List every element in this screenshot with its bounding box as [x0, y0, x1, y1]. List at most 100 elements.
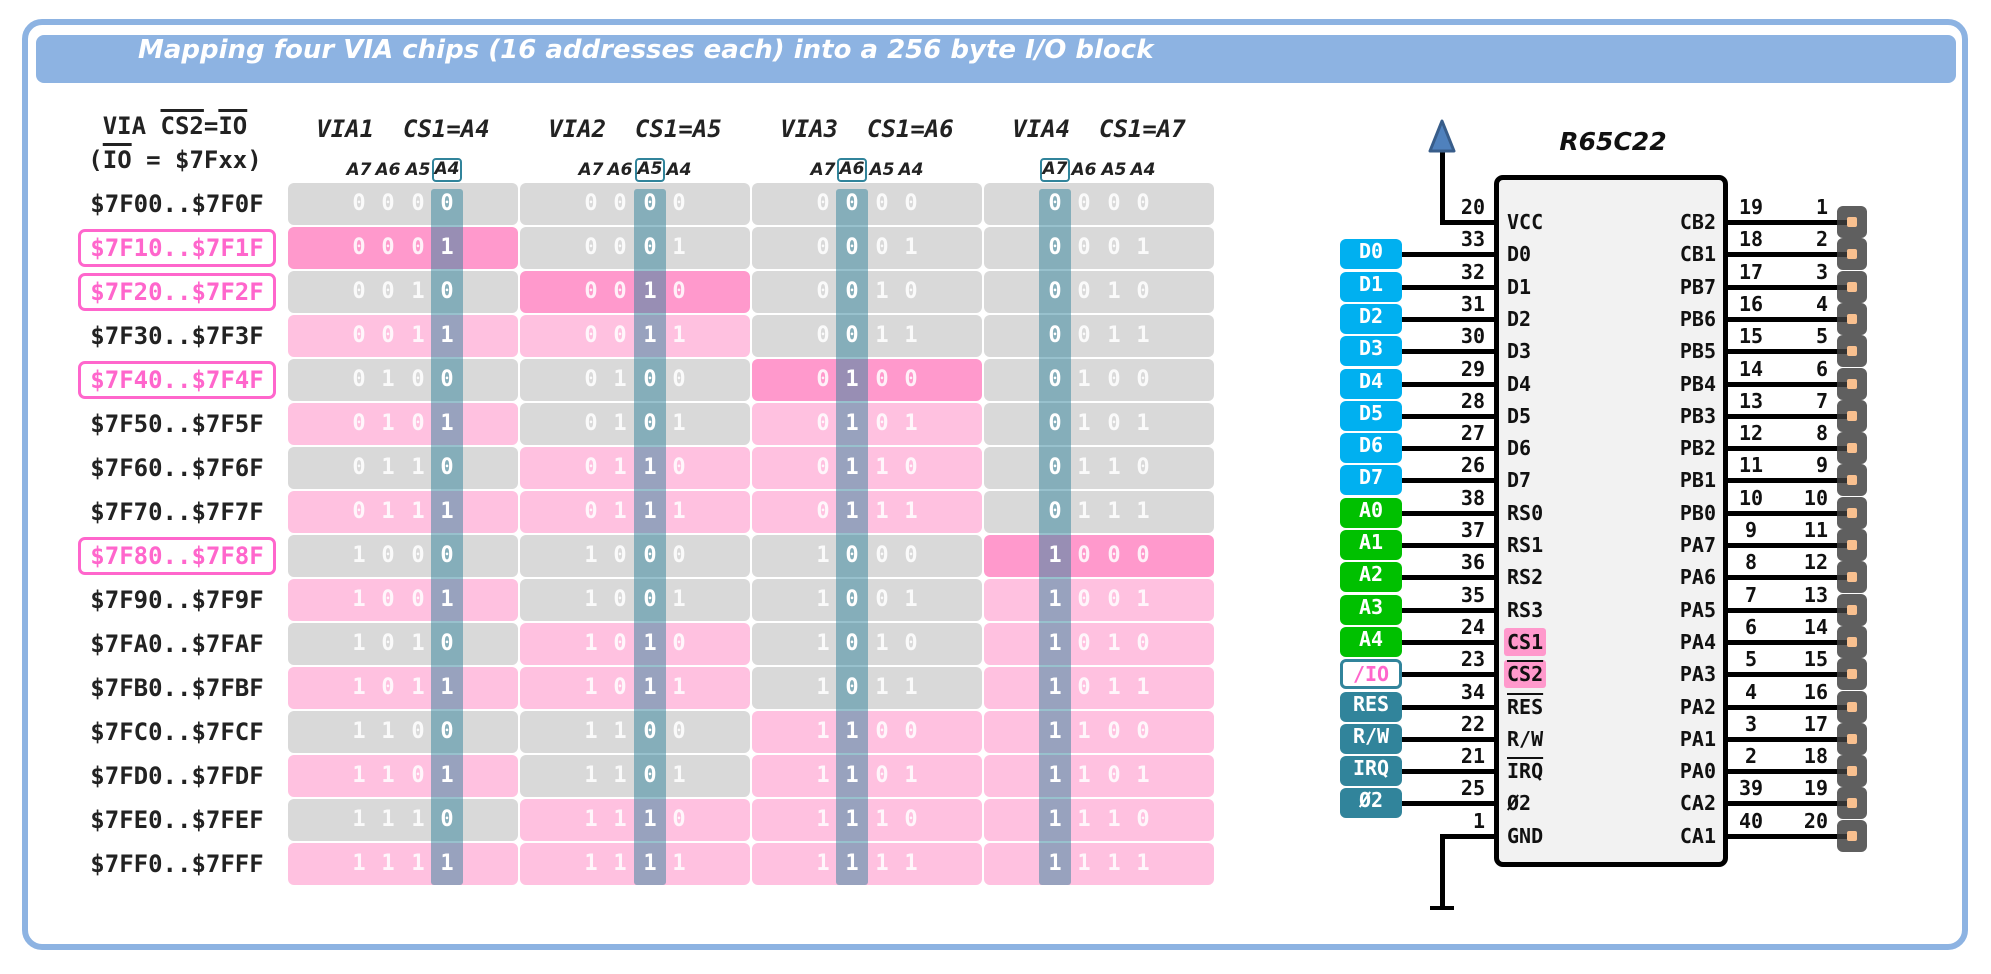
bit-digit: 1 — [904, 851, 918, 876]
address-range-label: $7FD0..$7FDF — [90, 762, 264, 790]
signal-irq[interactable]: IRQ — [1340, 756, 1402, 786]
bit-digit: 1 — [904, 411, 918, 436]
bit-label-a6: A6 — [837, 158, 867, 182]
header-pin[interactable] — [1847, 572, 1857, 582]
bit-digit: 1 — [1077, 719, 1091, 744]
signal-a2[interactable]: A2 — [1340, 562, 1402, 592]
pin-number: 26 — [1460, 453, 1485, 477]
bit-digit: 1 — [584, 763, 598, 788]
bit-digit: 1 — [904, 235, 918, 260]
bit-digit: 0 — [584, 323, 598, 348]
cell-cs1-low — [288, 623, 518, 665]
pin-name-cs1: CS1 — [1504, 628, 1547, 656]
pin-number: 10 — [1738, 486, 1764, 510]
bit-digit: 1 — [1107, 675, 1121, 700]
bit-digit: 1 — [643, 675, 657, 700]
bit-digit: 0 — [1136, 279, 1150, 304]
header-pin[interactable] — [1847, 637, 1857, 647]
header-pin-number: 15 — [1803, 647, 1828, 671]
bit-digit: 1 — [381, 455, 395, 480]
bit-digit: 1 — [1077, 851, 1091, 876]
bit-digit: 1 — [816, 587, 830, 612]
bit-digit: 1 — [1048, 675, 1062, 700]
header-pin[interactable] — [1847, 379, 1857, 389]
bit-digit: 0 — [904, 367, 918, 392]
header-pin[interactable] — [1847, 314, 1857, 324]
bit-digit: 0 — [643, 235, 657, 260]
pin-number: 14 — [1738, 357, 1764, 381]
bit-digit: 1 — [1077, 455, 1091, 480]
bit-digit: 0 — [411, 587, 425, 612]
address-range-label: $7F30..$7F3F — [90, 322, 264, 350]
header-pin[interactable] — [1847, 443, 1857, 453]
pin-name-pa7: PA7 — [1679, 533, 1716, 557]
signal-a3[interactable]: A3 — [1340, 595, 1402, 625]
signal-d5[interactable]: D5 — [1340, 401, 1402, 431]
pin-number: 13 — [1738, 389, 1764, 413]
header-pin[interactable] — [1847, 508, 1857, 518]
pin-wire — [1400, 382, 1496, 387]
bit-digit: 1 — [875, 807, 889, 832]
bit-digit: 0 — [613, 323, 627, 348]
signal-a0[interactable]: A0 — [1340, 498, 1402, 528]
header-pin[interactable] — [1847, 282, 1857, 292]
left-header-line2: (IO = $7Fxx) — [45, 146, 305, 174]
bit-digit: 0 — [613, 279, 627, 304]
header-pin-stub — [1837, 705, 1849, 710]
signal-d2[interactable]: D2 — [1340, 304, 1402, 334]
pin-wire — [1726, 414, 1846, 419]
signal-d6[interactable]: D6 — [1340, 433, 1402, 463]
pin-name-d5: D5 — [1507, 404, 1532, 428]
pin-wire — [1400, 252, 1496, 257]
bit-digit: 0 — [381, 543, 395, 568]
via-label: VIA — [102, 112, 161, 140]
bit-digit: 0 — [1136, 191, 1150, 216]
signal-a4[interactable]: A4 — [1340, 627, 1402, 657]
signal-d3[interactable]: D3 — [1340, 336, 1402, 366]
pin-name-irq: IRQ — [1507, 759, 1544, 783]
signal-res[interactable]: RES — [1340, 692, 1402, 722]
bit-digit: 1 — [352, 675, 366, 700]
pin-wire — [1400, 414, 1496, 419]
pin-wire — [1726, 575, 1846, 580]
header-pin[interactable] — [1847, 475, 1857, 485]
bit-digit: 0 — [1048, 235, 1062, 260]
header-pin[interactable] — [1847, 411, 1857, 421]
bit-digit: 1 — [584, 851, 598, 876]
header-pin[interactable] — [1847, 798, 1857, 808]
signal-d4[interactable]: D4 — [1340, 369, 1402, 399]
bit-digit: 1 — [1077, 499, 1091, 524]
header-pin[interactable] — [1847, 702, 1857, 712]
bit-digit: 1 — [672, 763, 686, 788]
signal-io[interactable]: /IO — [1340, 659, 1402, 689]
signal-rw[interactable]: R/W — [1340, 724, 1402, 754]
header-pin-number: 6 — [1815, 357, 1828, 381]
pin-number: 22 — [1460, 712, 1485, 736]
header-pin[interactable] — [1847, 831, 1857, 841]
header-pin[interactable] — [1847, 249, 1857, 259]
bit-digit: 0 — [1077, 235, 1091, 260]
signal-a1[interactable]: A1 — [1340, 530, 1402, 560]
pin-wire — [1726, 543, 1846, 548]
header-pin[interactable] — [1847, 669, 1857, 679]
pin-number: 9 — [1744, 518, 1758, 542]
signal-d0[interactable]: D0 — [1340, 239, 1402, 269]
signal-d1[interactable]: D1 — [1340, 272, 1402, 302]
pin-name-pb2: PB2 — [1679, 436, 1716, 460]
header-pin[interactable] — [1847, 540, 1857, 550]
pin-wire — [1726, 608, 1846, 613]
cell-cs1-low — [288, 711, 518, 753]
bit-digit: 0 — [1048, 499, 1062, 524]
pin-name-d0: D0 — [1507, 242, 1532, 266]
header-pin[interactable] — [1847, 766, 1857, 776]
header-pin-stub — [1837, 285, 1849, 290]
header-pin[interactable] — [1847, 346, 1857, 356]
bit-digit: 0 — [904, 631, 918, 656]
pin-number: 4 — [1744, 680, 1758, 704]
header-pin[interactable] — [1847, 734, 1857, 744]
header-pin[interactable] — [1847, 217, 1857, 227]
header-pin[interactable] — [1847, 605, 1857, 615]
signal-d7[interactable]: D7 — [1340, 465, 1402, 495]
header-pin-number: 18 — [1803, 744, 1828, 768]
signal-2[interactable]: Ø2 — [1340, 788, 1402, 818]
